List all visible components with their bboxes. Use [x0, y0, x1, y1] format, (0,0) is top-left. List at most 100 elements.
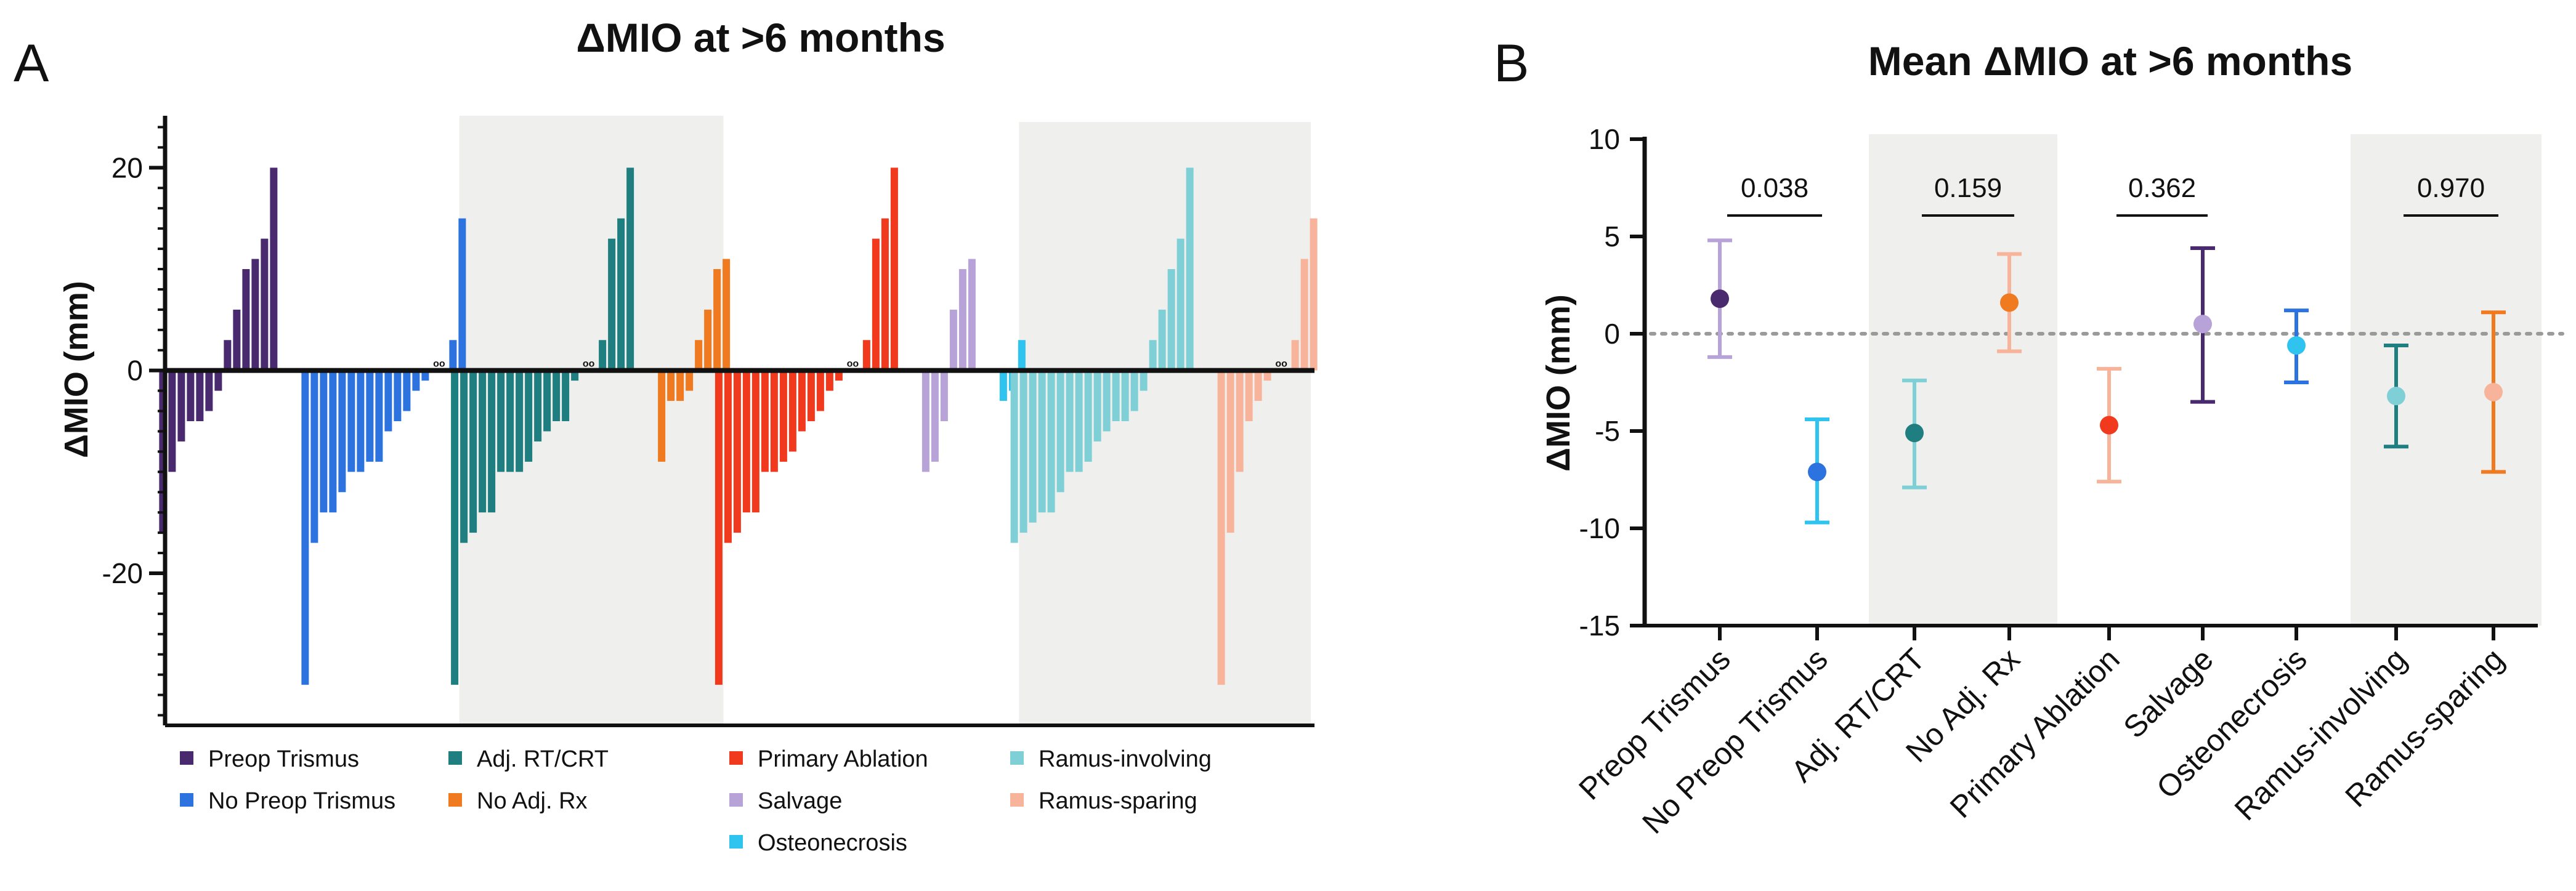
bar-no-preop-trismus-10 — [394, 370, 402, 421]
bar-adj-rt-crt-10 — [543, 370, 551, 432]
bar-primary-ablation-7 — [779, 370, 787, 462]
bar-no-adj-rx-4 — [695, 340, 703, 371]
mean-marker — [2193, 315, 2212, 334]
bar-ramus-sparing-3 — [1245, 370, 1253, 421]
bar-adj-rt-crt-3 — [479, 370, 487, 513]
bar-primary-ablation-6 — [770, 370, 778, 472]
panel-a-y-axis-label: ΔMIO (mm) — [58, 281, 95, 458]
panel-b-y-axis-label: ΔMIO (mm) — [1540, 294, 1577, 472]
bar-no-adj-rx-1 — [667, 370, 675, 401]
panel-b-shade-0 — [1869, 134, 2057, 626]
panel-b-y-tick-label: 10 — [1589, 123, 1620, 155]
bar-preop-trismus-8 — [233, 309, 241, 371]
bar-no-preop-trismus-9 — [384, 370, 392, 432]
bar-primary-ablation-17 — [872, 238, 880, 371]
point-ramus-involving — [2384, 343, 2408, 449]
legend-swatch — [180, 793, 193, 807]
bar-adj-rt-crt-17 — [608, 238, 616, 371]
bar-adj-rt-crt-1 — [460, 370, 468, 543]
panel-a-zero-markers: oo oo oo oo — [433, 359, 1287, 369]
bar-adj-rt-crt-16 — [599, 340, 607, 371]
panel-b-y-tick-label: -15 — [1579, 610, 1620, 642]
point-ramus-sparing — [2481, 310, 2506, 474]
zero-marker-primary-ablation: oo — [847, 359, 859, 369]
bar-ramus-involving-12 — [1121, 370, 1129, 421]
zero-marker-adj-rt-crt: oo — [583, 359, 595, 369]
bar-primary-ablation-0 — [715, 370, 723, 685]
bar-ramus-sparing-5 — [1263, 370, 1271, 381]
panel-b: B Mean ΔMIO at >6 months ΔMIO (mm) -15 -1… — [1494, 34, 2564, 841]
bar-primary-ablation-3 — [742, 370, 750, 513]
bar-ramus-involving-6 — [1066, 370, 1074, 472]
bar-salvage-3 — [949, 309, 957, 371]
panel-a-y-tick-label: 0 — [127, 355, 143, 387]
bar-no-adj-rx-7 — [723, 259, 731, 371]
bar-no-preop-trismus-6 — [357, 370, 365, 472]
bar-adj-rt-crt-9 — [534, 370, 542, 441]
bar-adj-rt-crt-8 — [525, 370, 533, 462]
legend-swatch — [448, 751, 462, 765]
bar-ramus-involving-0 — [1010, 370, 1018, 543]
bar-adj-rt-crt-5 — [497, 370, 505, 472]
zero-marker-no-preop-trismus: oo — [433, 359, 445, 369]
bar-adj-rt-crt-11 — [553, 370, 561, 421]
point-adj-rt-crt — [1902, 378, 1927, 490]
p-value-label: 0.970 — [2417, 173, 2485, 203]
bar-ramus-involving-5 — [1056, 370, 1064, 493]
bar-no-preop-trismus-8 — [375, 370, 383, 462]
bar-preop-trismus-2 — [177, 370, 185, 441]
legend-label: Ramus-sparing — [1039, 788, 1197, 814]
legend-swatch — [729, 793, 743, 807]
point-primary-ablation — [2097, 366, 2121, 484]
bar-preop-trismus-11 — [261, 238, 269, 371]
bar-ramus-involving-9 — [1093, 370, 1101, 441]
bar-ramus-sparing-10 — [1310, 218, 1318, 371]
panel-a-title: ΔMIO at >6 months — [576, 15, 945, 60]
comparison-0-1: 0.038 — [1727, 173, 1822, 217]
legend-label: Primary Ablation — [758, 746, 928, 772]
bar-ramus-involving-1 — [1019, 370, 1027, 533]
bar-salvage-2 — [940, 370, 948, 421]
bar-adj-rt-crt-2 — [469, 370, 477, 533]
panel-a-y-tick-label: 20 — [111, 151, 143, 183]
bar-no-preop-trismus-0 — [301, 370, 309, 685]
panel-b-axes: -15 -10 -5 0 5 10 — [1579, 123, 2538, 642]
bar-no-adj-rx-6 — [713, 269, 721, 371]
bar-ramus-involving-19 — [1186, 167, 1194, 371]
bar-ramus-sparing-4 — [1254, 370, 1262, 401]
panel-b-y-tick-label: -5 — [1595, 415, 1620, 447]
bar-no-preop-trismus-1 — [310, 370, 318, 543]
legend-item-adj-rt-crt: Adj. RT/CRT — [448, 746, 609, 772]
legend-item-primary-ablation: Primary Ablation — [729, 746, 928, 772]
panel-b-y-tick-label: 5 — [1604, 220, 1620, 252]
panel-b-y-tick-label: -10 — [1579, 512, 1620, 544]
legend-swatch — [180, 751, 193, 765]
panel-b-shaded-regions — [1869, 134, 2542, 626]
panel-b-letter: B — [1494, 34, 1529, 93]
panel-b-shade-1 — [2351, 134, 2542, 626]
bar-no-preop-trismus-11 — [403, 370, 411, 411]
category-label-primary-ablation: Primary Ablation — [1943, 642, 2126, 824]
bar-primary-ablation-8 — [788, 370, 796, 452]
bar-preop-trismus-7 — [224, 340, 232, 371]
bar-osteonecrosis-0 — [999, 370, 1007, 401]
panel-a-axes: -20 0 20 — [102, 116, 1314, 727]
bar-ramus-involving-15 — [1149, 340, 1157, 371]
bar-primary-ablation-5 — [761, 370, 769, 472]
bar-ramus-involving-3 — [1038, 370, 1046, 513]
panel-b-title: Mean ΔMIO at >6 months — [1868, 38, 2352, 84]
bar-no-preop-trismus-17 — [458, 218, 466, 371]
bar-ramus-sparing-9 — [1300, 259, 1308, 371]
legend-label: Adj. RT/CRT — [477, 746, 609, 772]
bar-ramus-involving-10 — [1103, 370, 1111, 432]
bar-primary-ablation-13 — [835, 370, 843, 381]
bar-no-preop-trismus-5 — [347, 370, 355, 472]
p-value-label: 0.159 — [1934, 173, 2002, 203]
legend-item-ramus-involving: Ramus-involving — [1010, 746, 1212, 772]
legend-label: Salvage — [758, 788, 842, 814]
mean-marker — [2000, 293, 2019, 312]
legend-item-preop-trismus: Preop Trismus — [180, 746, 359, 772]
bar-osteonecrosis-2 — [1018, 340, 1026, 371]
bar-primary-ablation-12 — [825, 370, 833, 391]
